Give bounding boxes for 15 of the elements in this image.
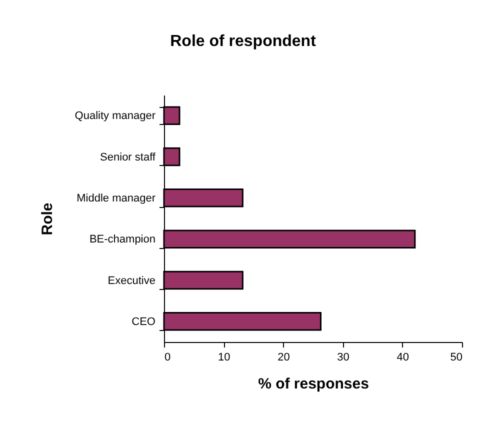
chart-title: Role of respondent [170,33,317,50]
x-tick-label: 30 [337,352,350,364]
x-tick-label: 40 [396,352,410,364]
y-tick-label: Middle manager [76,192,156,204]
y-tick-label: Senior staff [100,151,156,164]
x-axis-title: % of responses [258,376,369,392]
x-tick-label: 10 [218,352,230,364]
y-tick-label: CEO [132,316,156,328]
x-tick-label: 20 [278,352,290,364]
y-tick-label: BE-champion [89,234,156,246]
y-tick-label: Quality manager [74,110,156,122]
x-tick-label: 0 [164,352,171,364]
y-axis-title: Role [38,202,56,236]
y-tick-label: Executive [108,274,156,287]
x-tick-label: 50 [450,352,462,364]
